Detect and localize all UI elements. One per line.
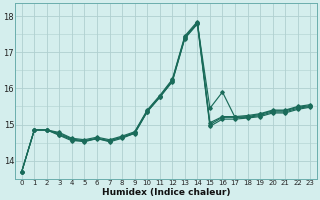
X-axis label: Humidex (Indice chaleur): Humidex (Indice chaleur) (102, 188, 230, 197)
